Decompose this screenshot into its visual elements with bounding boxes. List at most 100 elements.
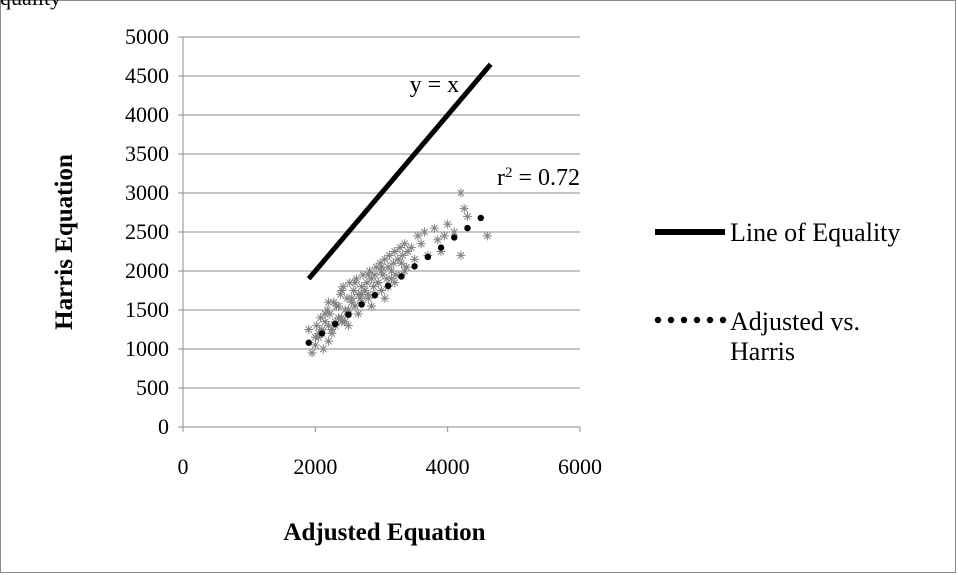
x-tick-label: 2000	[293, 454, 337, 479]
scatter-point	[380, 293, 390, 303]
scatter-point	[316, 313, 326, 323]
scatter-point	[443, 219, 453, 229]
scatter-point	[459, 204, 469, 214]
scatter-point	[439, 231, 449, 241]
legend-dot	[719, 316, 727, 324]
legend-label-line-of-equality: Line of Equality	[730, 218, 900, 247]
trendline-dot	[464, 224, 471, 232]
y-axis-title: Harris Equation	[51, 154, 78, 330]
series-lines	[305, 62, 493, 346]
trendline-dot	[305, 339, 312, 346]
scatter-point	[395, 243, 405, 253]
data-points	[304, 188, 492, 358]
scatter-point	[369, 282, 379, 292]
scatter-point	[390, 247, 400, 256]
scatter-point	[400, 239, 410, 249]
y-tick-label: 5000	[125, 24, 169, 49]
legend-dot	[654, 316, 662, 324]
scatter-point	[367, 301, 377, 311]
legend-dot	[667, 316, 675, 324]
x-tick-label: 4000	[426, 454, 470, 479]
scatter-point	[396, 258, 406, 268]
trendline-dot	[331, 320, 339, 328]
scatter-point	[324, 297, 334, 307]
scatter-point	[363, 270, 373, 280]
scatter-point	[310, 340, 320, 350]
scatter-point	[377, 262, 386, 272]
scatter-point	[388, 258, 398, 268]
tick-labels: 0 500 1000 1500 2000 2500 3000 3500 4000 4500 5000…	[125, 24, 602, 479]
scatter-point	[420, 227, 430, 237]
trendline-dot	[345, 311, 352, 318]
scatter-point	[413, 231, 423, 241]
scatter-point	[343, 321, 353, 331]
scatter-point	[377, 286, 386, 295]
annotation-y-equals-x: y = x	[410, 72, 460, 98]
trendline-dot	[318, 330, 326, 337]
scatter-point	[380, 254, 390, 264]
y-tick-label: 0	[158, 414, 169, 439]
annotation-r-superscript: 2	[505, 165, 513, 181]
scatter-point	[337, 313, 347, 323]
scatter-point	[410, 254, 420, 264]
y-tick-label: 2500	[125, 219, 169, 244]
trendline-dot	[477, 214, 484, 222]
scatter-point	[362, 278, 372, 288]
scatter-point	[327, 328, 337, 338]
page-text-fragment: quality	[0, 0, 61, 11]
trendline-dot	[398, 273, 405, 280]
annotation-r-squared: r2 = 0.72	[497, 165, 580, 191]
trendline-dot	[384, 282, 392, 290]
scatter-point	[386, 266, 396, 276]
y-tick-label: 2000	[125, 258, 169, 283]
scatter-point	[312, 321, 322, 331]
scatter-point	[482, 231, 492, 241]
scatter-point	[456, 250, 466, 260]
scatter-point	[463, 211, 473, 221]
scatter-point	[307, 348, 317, 358]
scatter-point	[429, 223, 439, 233]
legend-dot	[680, 316, 688, 324]
y-tick-label: 3500	[125, 141, 169, 166]
trendline-dot	[371, 291, 379, 299]
legend-label-line1: Adjusted vs.	[730, 307, 860, 336]
y-tick-label: 4500	[125, 63, 169, 88]
annotation-r-value: = 0.72	[512, 165, 580, 191]
scatter-point	[406, 243, 416, 253]
scatter-point	[337, 286, 347, 295]
line-of-equality	[306, 62, 493, 281]
scatter-point	[333, 301, 343, 311]
scatter-point	[384, 250, 394, 260]
legend-dot	[706, 316, 714, 324]
scatter-point	[357, 289, 367, 299]
scatter-point	[456, 188, 466, 198]
axes	[178, 36, 581, 432]
scatter-point	[391, 270, 401, 280]
legend-dot	[693, 316, 701, 324]
scatter-point	[350, 301, 360, 311]
scatter-point	[398, 250, 408, 260]
gridlines	[183, 36, 580, 389]
legend: Line of Equality Adjusted vs. Harris	[654, 218, 900, 366]
trendline-dot	[424, 253, 432, 261]
y-tick-label: 4000	[125, 102, 169, 127]
scatter-point	[320, 309, 330, 319]
scatter-point	[329, 297, 339, 307]
y-tick-label: 500	[136, 375, 169, 400]
scatter-point	[318, 344, 328, 354]
scatter-point	[433, 235, 443, 245]
scatter-point	[343, 305, 353, 315]
trendline-dot	[358, 301, 365, 308]
y-tick-label: 1500	[125, 297, 169, 322]
legend-label-line2: Harris	[730, 337, 795, 366]
scatter-point	[324, 321, 334, 331]
scatter-point	[386, 274, 396, 284]
scatter-point	[304, 325, 314, 334]
scatter-point	[400, 266, 410, 276]
scatter-point	[416, 239, 426, 249]
scatter-point	[363, 293, 373, 303]
scatter-point	[349, 286, 359, 295]
legend-swatch-adjusted-vs-harris	[654, 316, 727, 324]
